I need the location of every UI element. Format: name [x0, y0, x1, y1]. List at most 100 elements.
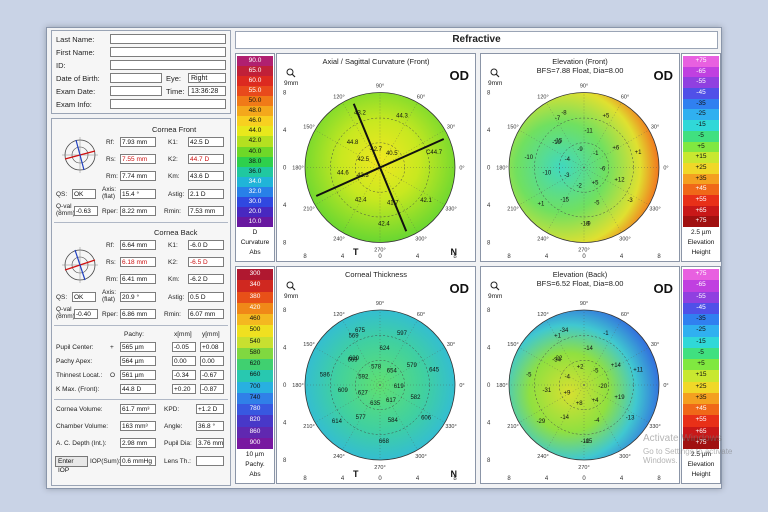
y-tick-label: 8 — [283, 458, 287, 464]
back-rs-label: Rs: — [106, 259, 116, 266]
scale-swatch: 420 — [237, 302, 273, 314]
back-rm-label: Rm: — [106, 276, 118, 283]
elevation-back-color-scale[interactable]: +75 -65 -55 -45 -35 -25 -15 -5 +5 +15 +25 +35 +45 +55… — [681, 266, 721, 484]
map-spoke — [342, 319, 381, 386]
dob-field[interactable] — [110, 73, 162, 83]
steep-axis-line — [352, 103, 408, 232]
map-value: 586 — [320, 372, 331, 378]
x-tick-label: 0 — [582, 254, 586, 260]
front-rs-label: Rs: — [106, 156, 116, 163]
map-value: -8 — [561, 111, 567, 117]
map-spoke — [379, 384, 446, 423]
angle-label: 270° — [578, 248, 589, 254]
magnifier-icon[interactable] — [490, 68, 500, 78]
map-spoke — [314, 129, 381, 168]
scale-swatch: +45 — [683, 184, 719, 195]
pachy-apex-label: Pachy Apex: — [56, 358, 93, 365]
pentacam-window: Last Name: First Name: ID: Date of Birth… — [46, 27, 722, 489]
eye-field[interactable]: Right — [188, 73, 226, 83]
curvature-color-scale[interactable]: 90.0 65.0 60.0 55.0 50.0 48.0 46.0 44.0 42.0 40.0… — [235, 53, 275, 262]
magnifier-icon[interactable] — [490, 281, 500, 291]
pachy-color-scale[interactable]: 300 340 380 420 460 500 540 580 620 660 700 740 780 8… — [235, 266, 275, 484]
angle-label: 0° — [459, 383, 464, 389]
map-spoke — [583, 347, 650, 386]
scale-swatch: 900 — [237, 437, 273, 449]
map-value: 42.4 — [355, 198, 367, 204]
map-canvas: 90° 120° 60° 150° 30° 180° 0° 210° 330° 240° 300° 2… — [283, 84, 465, 261]
map-subtitle: BFS=6.52 Float, Dia=8.00 — [536, 279, 624, 288]
angle-label: 0° — [663, 383, 668, 389]
elevation-front-color-scale[interactable]: +75 -65 -55 -45 -35 -25 -15 -5 +5 +15 +25 +35 +45 +55… — [681, 53, 721, 262]
map-value: 627 — [358, 391, 369, 397]
x-tick-label: 4 — [341, 476, 345, 482]
front-rs-value: 7.55 mm — [120, 154, 156, 164]
map-spoke — [379, 129, 446, 168]
map-value: -1 — [593, 151, 599, 157]
map-spoke — [546, 102, 585, 168]
exam-date-field[interactable] — [110, 86, 162, 96]
lens-thickness-label: Lens Th.: — [164, 458, 191, 465]
pupil-dia-label: Pupil Dia: — [164, 440, 192, 447]
axial-curvature-map[interactable]: Axial / Sagittal Curvature (Front) OD 9mm T… — [276, 53, 476, 262]
angle-label: 240° — [537, 237, 548, 243]
kmax-value: 44.8 D — [120, 384, 156, 394]
scale-swatch: 500 — [237, 325, 273, 337]
map-spoke — [583, 102, 622, 168]
angle-label: 180° — [292, 383, 303, 389]
back-qs-value: OK — [72, 292, 96, 302]
first-name-field[interactable] — [110, 47, 226, 57]
map-value: -5 — [593, 368, 599, 374]
scale-swatch: -25 — [683, 109, 719, 121]
map-spoke — [379, 319, 418, 386]
temporal-label: T — [353, 247, 359, 257]
thinnest-marker: O — [110, 372, 116, 379]
map-value: 584 — [388, 418, 399, 424]
time-field[interactable]: 13:36:28 — [188, 86, 226, 96]
scale-swatch: +25 — [683, 162, 719, 174]
magnifier-icon[interactable] — [286, 68, 296, 78]
map-title: Elevation (Back) — [552, 270, 608, 279]
scale-swatch: +75 — [683, 56, 719, 67]
angle-label: Angle: — [164, 423, 183, 430]
enter-iop-button[interactable]: Enter IOP — [55, 456, 88, 474]
last-name-field[interactable] — [110, 34, 226, 44]
angle-label: 120° — [333, 94, 344, 100]
x-tick-label: 4 — [545, 254, 549, 260]
elevation-front-map[interactable]: Elevation (Front) BFS=7.88 Float, Dia=8.0… — [480, 53, 680, 262]
x-tick-label: 4 — [416, 254, 420, 260]
map-value: -3 — [564, 173, 570, 179]
map-value: -5 — [594, 201, 600, 207]
map-spoke — [379, 167, 418, 233]
id-field[interactable] — [110, 60, 226, 70]
map-spoke — [518, 347, 585, 386]
map-value: -14 — [560, 415, 569, 421]
kpd-value: +1.2 D — [196, 404, 224, 414]
elevation-back-map[interactable]: Elevation (Back) BFS=6.52 Float, Dia=8.00… — [480, 266, 680, 484]
scale-swatch: 38.0 — [237, 156, 273, 167]
scale-label: Elevation — [687, 239, 715, 246]
map-value: -7 — [555, 116, 561, 122]
front-qval-value: -0.63 — [74, 206, 98, 216]
back-rmin-value: 6.07 mm — [188, 309, 224, 319]
corneal-thickness-map[interactable]: Corneal Thickness OD 9mm T N 90° 120° 60° 150° 30… — [276, 266, 476, 484]
magnifier-icon[interactable] — [286, 281, 296, 291]
back-astig-label: Astig: — [168, 294, 185, 301]
map-spoke — [379, 102, 418, 168]
map-value: -34 — [552, 357, 561, 363]
divider — [54, 325, 228, 326]
map-value: -1 — [603, 331, 609, 337]
map-value: -10 — [543, 171, 552, 177]
scale-swatch: +65 — [683, 205, 719, 217]
map-value: -15 — [560, 198, 569, 204]
scale-mode: Abs — [249, 471, 261, 478]
exam-info-field[interactable] — [110, 99, 226, 109]
thinnest-y: -0.67 — [200, 370, 224, 380]
angle-label: 210° — [507, 424, 518, 430]
cornea-front-title: Cornea Front — [152, 125, 197, 134]
back-k2-label: K2: — [168, 259, 178, 266]
y-tick-label: 8 — [487, 241, 491, 247]
scale-swatch: +15 — [683, 152, 719, 163]
front-axis-diagram-icon — [62, 137, 98, 173]
scale-swatch: 660 — [237, 370, 273, 382]
angle-label: 30° — [447, 342, 455, 348]
